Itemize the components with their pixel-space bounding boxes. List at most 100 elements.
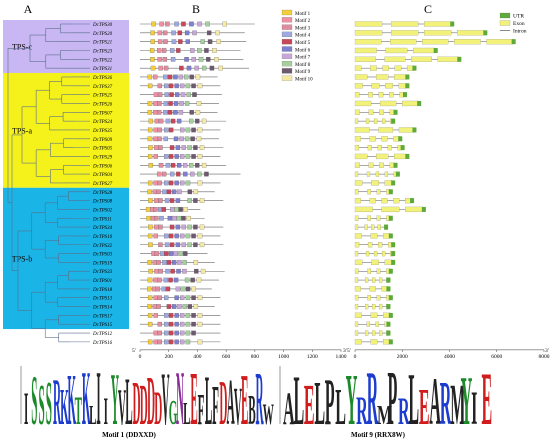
exon-box [370, 312, 378, 318]
exon-box [354, 321, 359, 327]
exon-box [394, 153, 407, 160]
motif-box [174, 233, 179, 239]
motif-legend-swatch [281, 31, 293, 37]
axis-tick-label: 0 [139, 354, 142, 360]
utr-box [388, 268, 393, 274]
utr-box [384, 224, 389, 230]
exon-box [367, 295, 372, 301]
exon-box [368, 109, 374, 115]
exon-box [354, 233, 362, 239]
exon-box [354, 92, 360, 98]
motif-box [168, 313, 174, 318]
exon-box [370, 65, 377, 71]
motif-box [197, 83, 203, 89]
exon-box [454, 39, 481, 45]
motif-legend-swatch [281, 39, 293, 45]
motif-box [193, 242, 198, 248]
gene-label: DcTPS19 [92, 261, 113, 266]
motif-box [193, 189, 199, 195]
utr-box [393, 109, 398, 115]
motif-box [178, 251, 183, 256]
subfamily-label: TPS-b [12, 254, 32, 263]
motif-box [156, 189, 161, 195]
motif-box [190, 48, 195, 53]
motif-box [180, 330, 185, 336]
motif-box [174, 180, 179, 186]
logo-letter: P [388, 356, 398, 442]
motif-box [191, 154, 196, 159]
motif-box [168, 251, 174, 256]
motif-box [184, 74, 189, 80]
exon-box [379, 277, 383, 283]
motif-box [207, 39, 213, 44]
motif-box [152, 304, 157, 309]
motif-box [174, 330, 179, 336]
motif-box [174, 295, 179, 301]
motif-box [158, 145, 163, 150]
motif-box [174, 21, 179, 27]
motif-box [150, 57, 155, 62]
exon-box [381, 206, 400, 213]
motif-box [185, 321, 191, 327]
motif-9-caption: Motif 9 (RRX8W) [351, 431, 406, 439]
motif-box [192, 92, 197, 97]
logo-letter: S [38, 374, 44, 438]
motif-box [182, 260, 187, 265]
motif-box [168, 277, 173, 283]
motif-box [167, 109, 173, 115]
motif-box [181, 224, 186, 230]
motif-box [159, 21, 164, 27]
motif-box [154, 215, 159, 221]
gene-label: DcTPS14 [92, 306, 113, 311]
motif-box [168, 233, 174, 239]
motif-box [199, 145, 205, 150]
exon-box [381, 118, 386, 124]
motif-box [173, 136, 179, 142]
logo-letter: Y [461, 362, 473, 439]
exon-box [390, 30, 419, 36]
motif-box [174, 313, 179, 318]
utr-box [388, 189, 393, 195]
motif-box [183, 171, 188, 177]
exon-box [354, 268, 359, 274]
motif-box [162, 48, 167, 53]
subfamily-band [3, 187, 129, 330]
motif-box [193, 224, 198, 230]
gene-label: DcTPS21 [92, 41, 112, 46]
motif-box [180, 127, 185, 133]
motif-box [147, 260, 152, 265]
gene-length-axis: 0 2000 4000 6000 8000 5' 3' [347, 348, 550, 360]
utr-box [405, 153, 410, 159]
logo-letter: M [377, 400, 392, 431]
gene-label: DcTPS17 [92, 314, 113, 319]
exon-box [398, 127, 414, 133]
motif-box [153, 313, 158, 318]
utr-box [511, 39, 516, 45]
logo-letter: L [408, 358, 419, 441]
exon-box [354, 250, 359, 257]
motif-box [169, 224, 175, 230]
gene-structure-diagram [354, 21, 516, 345]
gene-label: DcTPS11 [92, 217, 112, 222]
logo-letter: I [471, 381, 477, 435]
exon-box [377, 242, 383, 248]
exon-box [354, 259, 363, 266]
utr-box [391, 259, 396, 265]
motif-legend-swatch [281, 46, 293, 52]
motif-box [154, 224, 159, 230]
utr-box [386, 286, 391, 292]
utr-box [391, 118, 396, 124]
motif-box [201, 118, 207, 124]
logo-letter: L [89, 399, 96, 430]
gene-label: DcTPS07 [92, 111, 113, 116]
exon-box [424, 21, 452, 27]
motif-box [148, 145, 153, 150]
exon-box [354, 74, 368, 80]
motif-box [158, 268, 163, 274]
exon-box [379, 330, 383, 336]
motif-box [151, 21, 156, 27]
motif-box [222, 21, 227, 27]
exon-box [381, 250, 386, 257]
motif-box [175, 198, 181, 203]
exon-box [393, 198, 400, 204]
